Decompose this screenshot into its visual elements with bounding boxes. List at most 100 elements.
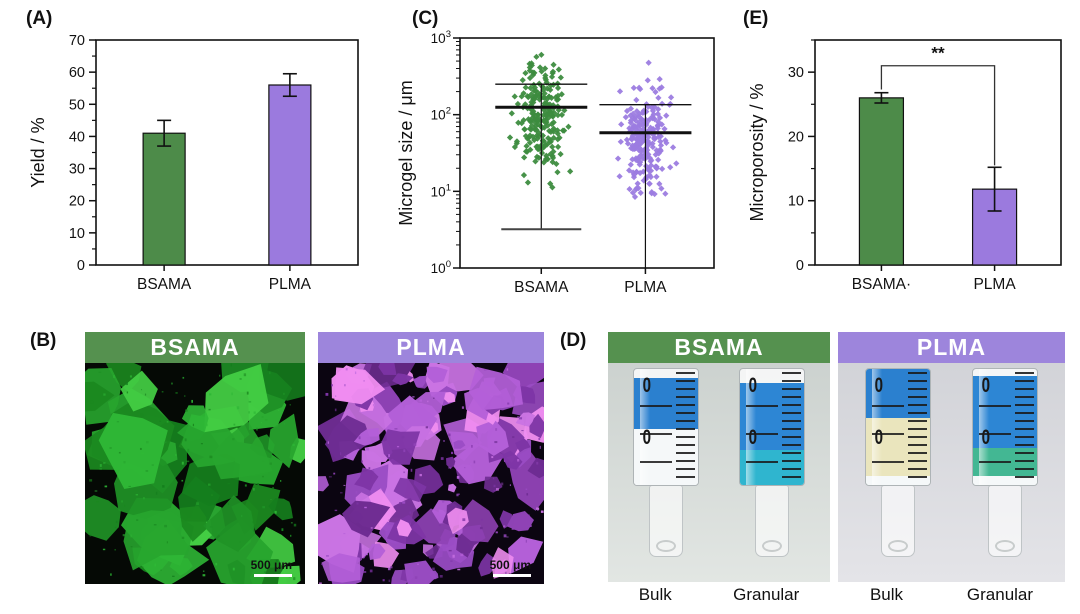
micrograph-tile-bsama: BSAMA 500 μm <box>85 332 305 584</box>
graduation-zero-numeral: 0 <box>748 374 758 397</box>
bar-bsama <box>858 97 905 266</box>
granular-label: Granular <box>733 585 800 604</box>
syringe-bsama-granular-tip <box>755 485 789 557</box>
y-tick-label: 103 <box>431 29 451 46</box>
graduation-hatch-marks <box>907 372 927 482</box>
y-tick-label: 30 <box>69 162 85 178</box>
graduation-zero-numeral: 0 <box>874 426 883 449</box>
x-tick-label: BSAMA· <box>852 276 911 293</box>
microporosity-bar-chart: 0 10 20 30 Microporosity / % BSAMA· PLMA ** <box>747 39 1062 293</box>
panel-a-label: (A) <box>26 8 53 29</box>
microgel-size-scatter-chart: 100 101 102 103 Microgel size / μm BSAMA PLMA <box>396 29 715 296</box>
y-axis-label: Microgel size / μm <box>396 80 416 225</box>
scale-bar-text: 500 μm <box>490 558 531 572</box>
bsama-swarm <box>506 51 574 191</box>
plma-swarm <box>614 59 680 201</box>
y-tick-label: 0 <box>77 258 85 274</box>
plma-whiskers <box>599 103 692 268</box>
y-tick-label: 100 <box>431 259 451 276</box>
x-tick-label: PLMA <box>269 276 312 293</box>
gel-segment <box>865 475 930 485</box>
y-tick-label: 70 <box>69 33 85 49</box>
significance-bracket <box>880 65 996 166</box>
micrograph-header-bsama: BSAMA <box>85 332 305 363</box>
y-tick-label: 60 <box>69 65 85 81</box>
x-tick-label: BSAMA <box>137 276 192 293</box>
graduation-lines <box>871 379 904 479</box>
syringe-plma-bulk-tip <box>880 485 915 557</box>
y-tick-label: 20 <box>69 194 85 210</box>
panel-e-label: (E) <box>743 8 769 29</box>
scale-bar: 500 μm <box>490 558 531 577</box>
graduation-zero-numeral: 0 <box>642 426 652 449</box>
y-tick-label: 101 <box>431 182 451 199</box>
y-tick-label: 20 <box>788 129 804 145</box>
y-tick-label: 10 <box>788 194 804 210</box>
y-tick-label: 30 <box>788 65 804 81</box>
x-tick-label: PLMA <box>624 279 667 296</box>
micrograph-image-plma: 500 μm <box>318 363 544 584</box>
x-tick-label: PLMA <box>973 276 1016 293</box>
syringe-labels-plma: Bulk Granular <box>838 585 1065 605</box>
gel-segment <box>973 475 1038 485</box>
graduation-hatch-marks <box>676 372 695 482</box>
syringe-header-bsama: BSAMA <box>608 332 830 363</box>
bulk-label: Bulk <box>638 585 672 604</box>
panel-d-label: (D) <box>560 330 587 351</box>
syringe-plma-granular-tip <box>988 485 1023 557</box>
micrograph-image-bsama: 500 μm <box>85 363 305 584</box>
y-axis-label: Microporosity / % <box>747 83 767 221</box>
graduation-zero-numeral: 0 <box>748 426 758 449</box>
y-tick-label: 10 <box>69 226 85 242</box>
graduation-lines <box>746 379 778 479</box>
x-tick-label: BSAMA <box>514 279 569 296</box>
y-tick-label: 0 <box>796 258 804 274</box>
bar-plma <box>268 84 312 266</box>
micrograph-tile-plma: PLMA 500 μm <box>318 332 544 584</box>
plot-box <box>814 39 1062 266</box>
scale-bar: 500 μm <box>251 558 292 577</box>
syringe-bsama-bulk-tip <box>649 485 683 557</box>
graduation-lines <box>979 379 1012 479</box>
plot-box <box>459 37 715 269</box>
graduation-hatch-marks <box>782 372 801 482</box>
graduation-lines <box>640 379 672 479</box>
yield-bar-chart: 0 10 20 30 40 50 60 70 Yield / % BSAMA PLMA <box>28 33 359 293</box>
bsama-whiskers <box>495 83 588 231</box>
bar-bsama <box>142 132 186 266</box>
panel-b-label: (B) <box>30 330 57 351</box>
significance-stars: ** <box>931 44 945 63</box>
scale-bar-text: 500 μm <box>251 558 292 572</box>
granular-label: Granular <box>966 585 1034 604</box>
graduation-zero-numeral: 0 <box>981 426 991 449</box>
graduation-zero-numeral: 0 <box>874 374 883 397</box>
syringe-header-plma: PLMA <box>838 332 1065 363</box>
panel-c-label: (C) <box>412 8 439 29</box>
particle-shards <box>318 363 544 584</box>
y-tick-label: 50 <box>69 97 85 113</box>
bulk-label: Bulk <box>869 585 904 604</box>
syringe-labels-bsama: Bulk Granular <box>608 585 830 605</box>
y-tick-label: 40 <box>69 129 85 145</box>
graduation-zero-numeral: 0 <box>642 374 652 397</box>
micrograph-header-plma: PLMA <box>318 332 544 363</box>
y-tick-label: 102 <box>431 106 451 123</box>
plot-box <box>95 39 359 266</box>
y-axis-label: Yield / % <box>28 117 48 187</box>
graduation-zero-numeral: 0 <box>981 374 991 397</box>
particle-shards <box>85 363 305 584</box>
graduation-hatch-marks <box>1015 372 1035 482</box>
